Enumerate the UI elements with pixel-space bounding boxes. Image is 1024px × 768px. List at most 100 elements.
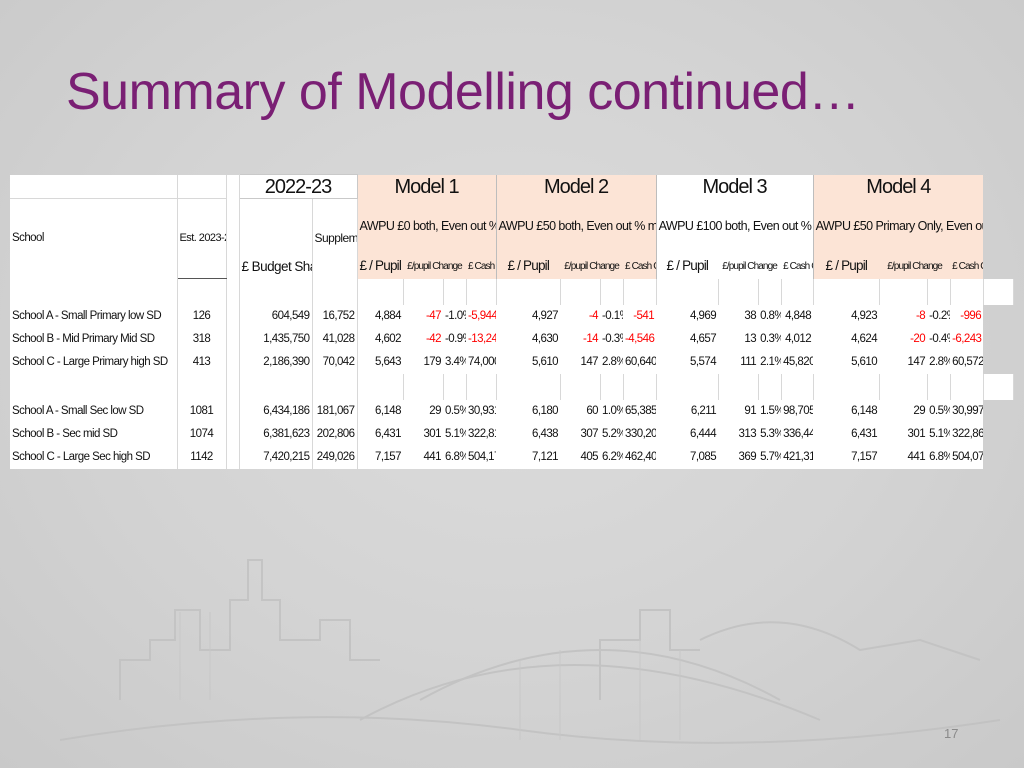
spacer-cell [226, 305, 240, 328]
budget-share: 6,381,623 [239, 423, 313, 446]
blank-cell [10, 374, 178, 400]
spacer-cell [226, 400, 240, 423]
cash-change-value: -6,243 [950, 328, 984, 351]
percent-change-value: 6.8% [443, 446, 466, 469]
blank-cell [600, 374, 624, 400]
per-pupil-value: 6,438 [496, 423, 561, 446]
cash-change-value: 504,176 [466, 446, 497, 469]
model-header-4: Model 4 [812, 174, 984, 199]
cash-change-header: £ Cash Change [781, 254, 814, 279]
cash-change-value: -996 [950, 305, 984, 328]
blank-cell [357, 374, 404, 400]
cash-change-header: £ Cash Change [623, 254, 657, 279]
blank-cell [226, 374, 240, 400]
pupil-change-header: £/pupil Change [718, 254, 782, 279]
supplementary-grant: 16,752 [312, 305, 358, 328]
pupil-change-value: 91 [718, 400, 759, 423]
budget-share: 604,549 [239, 305, 313, 328]
pupil-change-value: 441 [403, 446, 443, 469]
pupil-number: 1081 [177, 400, 227, 423]
modelling-summary-table-wrap: 2022-23 Model 1 Model 2 Model 3 Model 4 Schoo… [10, 174, 1015, 469]
blank-cell [950, 374, 984, 400]
percent-change-value: 1.5% [758, 400, 782, 423]
cash-change-value: 462,406 [623, 446, 657, 469]
model-header-2: Model 2 [495, 174, 657, 199]
blank-cell [983, 278, 1015, 305]
school-name: School B - Mid Primary Mid SD [10, 328, 178, 351]
pupil-change-value: -8 [879, 305, 928, 328]
percent-change-value: -0.9% [443, 328, 466, 351]
blank-cell [758, 374, 782, 400]
pupil-change-value: 313 [718, 423, 759, 446]
per-pupil-value: 7,085 [656, 446, 719, 469]
per-pupil-value: 7,157 [813, 446, 880, 469]
table-row: School B - Mid Primary Mid SD 318 1,435,75… [10, 328, 1014, 351]
pupil-change-value: 369 [718, 446, 759, 469]
pupil-change-value: 38 [718, 305, 759, 328]
school-name: School C - Large Sec high SD [10, 446, 178, 469]
blank-cell [177, 374, 227, 400]
per-pupil-value: 4,602 [357, 328, 403, 351]
blank-row [10, 278, 1015, 305]
pupil-number: 1142 [177, 446, 227, 469]
pupil-change-value: 29 [403, 400, 443, 423]
slide-title: Summary of Modelling continued… [66, 63, 860, 121]
percent-change-value: 0.3% [758, 328, 782, 351]
percent-change-value: 5.1% [927, 423, 951, 446]
cash-change-value: 30,931 [466, 400, 497, 423]
pupil-change-value: -42 [403, 328, 443, 351]
pupil-change-value: 13 [718, 328, 759, 351]
school-name: School C - Large Primary high SD [10, 351, 178, 374]
pupil-number: 126 [177, 305, 227, 328]
budget-share: 7,420,215 [239, 446, 313, 469]
percent-change-value: 0.8% [758, 305, 782, 328]
cash-change-value: 330,202 [623, 423, 657, 446]
percent-change-value: 2.1% [758, 351, 782, 374]
cash-change-value: 65,385 [623, 400, 657, 423]
model-description-3: AWPU £100 both, Even out % move towards … [655, 198, 814, 255]
cash-change-value: 74,000 [466, 351, 497, 374]
blank-cell [403, 278, 444, 305]
blank-cell [781, 278, 814, 305]
pupil-number: 1074 [177, 423, 227, 446]
per-pupil-value: 6,148 [357, 400, 403, 423]
blank-cell [496, 278, 561, 305]
blank-cell [443, 278, 467, 305]
cash-change-header: £ Cash Change [950, 254, 984, 279]
cash-change-value: -4,546 [623, 328, 657, 351]
blank-cell [623, 278, 657, 305]
blank-cell [623, 374, 657, 400]
year-header: 2022-23 [238, 174, 358, 199]
school-name: School B - Sec mid SD [10, 423, 178, 446]
blank-cell [781, 374, 814, 400]
blank-cell [239, 374, 313, 400]
blank-cell [226, 278, 240, 305]
cash-change-value: -13,249 [466, 328, 497, 351]
per-pupil-header: £ / Pupil [356, 254, 403, 279]
blank-cell [560, 374, 601, 400]
cash-change-value: -5,944 [466, 305, 497, 328]
per-pupil-value: 7,121 [496, 446, 561, 469]
model-description-1: AWPU £0 both, Even out % move towards NF… [356, 198, 497, 255]
blank-cell [496, 374, 561, 400]
pupil-number: 318 [177, 328, 227, 351]
per-pupil-header: £ / Pupil [655, 254, 719, 279]
blank-cell [239, 278, 313, 305]
blank-cell [560, 278, 601, 305]
school-name: School A - Small Primary low SD [10, 305, 178, 328]
blank-cell [312, 374, 358, 400]
table-row: School C - Large Primary high SD 413 2,186… [10, 351, 1014, 374]
percent-change-value: -0.3% [600, 328, 624, 351]
percent-change-value: 0.5% [927, 400, 951, 423]
percent-change-value: -0.2% [927, 305, 951, 328]
pupil-change-value: 301 [403, 423, 443, 446]
pupil-change-value: 405 [560, 446, 601, 469]
pupil-change-value: 111 [718, 351, 759, 374]
table-row: School A - Small Primary low SD 126 604,54… [10, 305, 1014, 328]
blank-cell [357, 278, 404, 305]
per-pupil-value: 6,180 [496, 400, 561, 423]
pupil-number: 413 [177, 351, 227, 374]
cash-change-value: 322,814 [466, 423, 497, 446]
budget-share: 6,434,186 [239, 400, 313, 423]
cash-change-value: 504,072 [950, 446, 984, 469]
